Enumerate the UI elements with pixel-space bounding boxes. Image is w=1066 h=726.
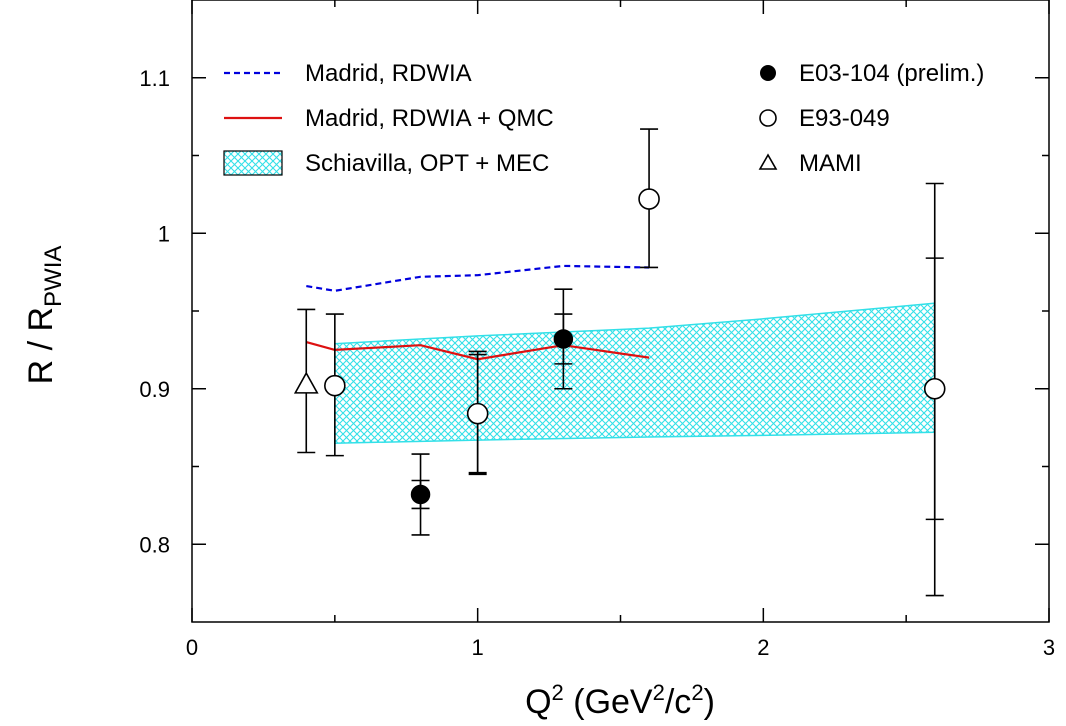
legend-label-rdwia-qmc: Madrid, RDWIA + QMC — [305, 105, 554, 132]
dashed-model-line — [306, 264, 650, 292]
open-triangle-point-0 — [293, 371, 319, 394]
band-area — [334, 302, 936, 444]
legend-filled-circle — [760, 65, 776, 81]
band-layer — [334, 302, 936, 444]
legend: Madrid, RDWIA Madrid, RDWIA + QMC Schiavil… — [223, 60, 984, 177]
axis-ticks: 0 1 2 3 0.8 0.9 1 1.1 — [139, 0, 1055, 660]
x-tick-label: 3 — [1043, 635, 1055, 660]
legend-band-swatch — [223, 150, 283, 176]
open-circle-point-2 — [638, 188, 660, 210]
x-tick-label: 0 — [186, 635, 198, 660]
legend-label-filled-circle: E03-104 (prelim.) — [799, 60, 984, 87]
y-tick-label: 1.1 — [139, 66, 170, 91]
y-tick-label: 0.8 — [139, 532, 170, 557]
filled-circle-point-1 — [553, 329, 574, 349]
open-circle-point-0 — [324, 374, 346, 397]
x-tick-label: 2 — [757, 635, 769, 660]
x-axis-title: Q2 (GeV2/c2) — [525, 680, 715, 721]
y-tick-label: 0.9 — [139, 377, 170, 402]
legend-open-triangle — [758, 153, 778, 170]
legend-label-open-triangle: MAMI — [799, 150, 862, 177]
legend-label-schiavilla: Schiavilla, OPT + MEC — [305, 150, 549, 177]
y-axis-title: R / RPWIA — [22, 246, 67, 385]
model-lines — [306, 264, 650, 361]
x-tick-label: 1 — [472, 635, 484, 660]
filled-circle-point-0 — [410, 484, 431, 505]
legend-open-circle — [759, 109, 777, 127]
open-circle-point-3 — [923, 377, 946, 400]
legend-label-rdwia: Madrid, RDWIA — [305, 60, 472, 87]
solid-model-line — [306, 341, 650, 361]
data-points — [293, 128, 946, 597]
legend-label-open-circle: E93-049 — [799, 105, 890, 132]
y-tick-label: 1 — [158, 221, 170, 246]
open-circle-point-1 — [466, 402, 489, 425]
